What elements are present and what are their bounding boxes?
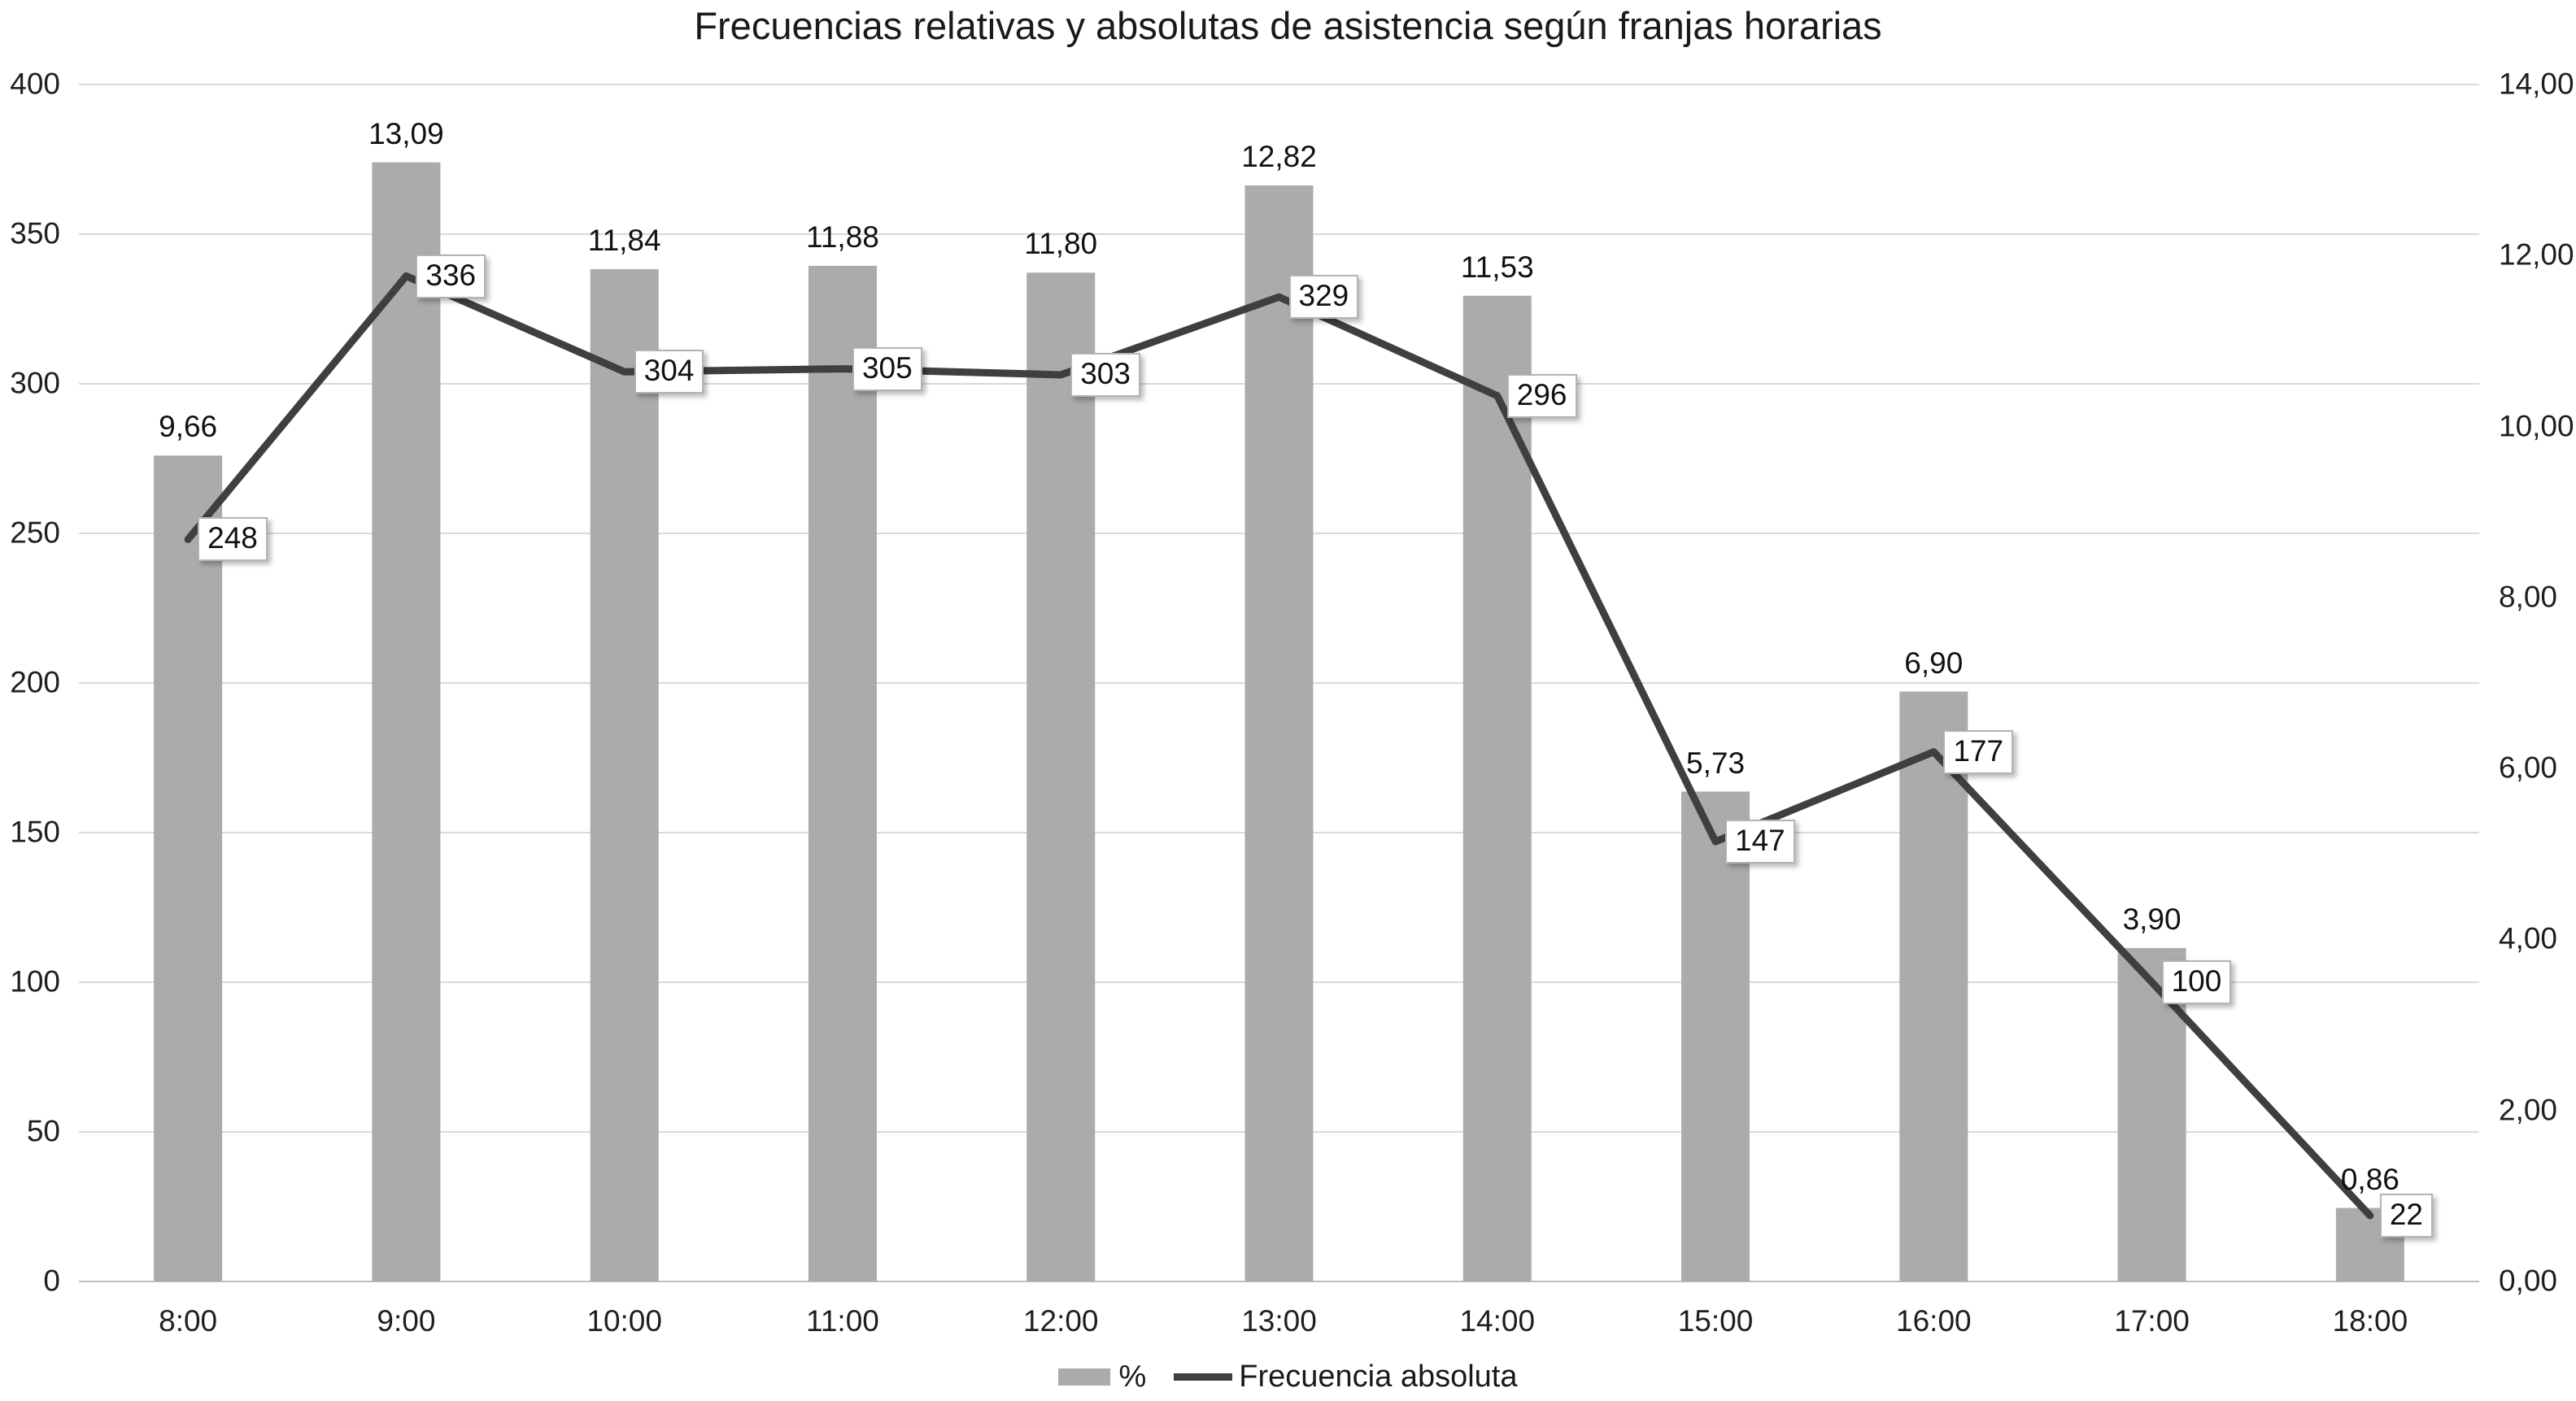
x-axis-label: 11:00 bbox=[806, 1304, 879, 1338]
bar-series-swatch-icon bbox=[1058, 1368, 1111, 1386]
line-point-label: 305 bbox=[852, 346, 922, 391]
x-axis-label: 13:00 bbox=[1241, 1304, 1317, 1338]
axis-tick-label-left: 400 bbox=[10, 67, 60, 101]
line-point-label: 248 bbox=[198, 517, 268, 562]
axis-tick-label-left: 150 bbox=[10, 815, 60, 849]
bar-value-label: 12,82 bbox=[1241, 140, 1317, 174]
bar-value-label: 5,73 bbox=[1686, 746, 1746, 780]
bar-value-label: 9,66 bbox=[159, 410, 218, 444]
bar-15:00 bbox=[1681, 791, 1750, 1281]
line-point-label: 177 bbox=[1943, 729, 2014, 774]
chart-legend: % Frecuencia absoluta bbox=[0, 1360, 2576, 1394]
x-axis-label: 8:00 bbox=[159, 1304, 218, 1338]
line-series-swatch-icon bbox=[1174, 1373, 1233, 1381]
bar-value-label: 3,90 bbox=[2122, 902, 2182, 936]
x-axis-label: 12:00 bbox=[1022, 1304, 1099, 1338]
bar-value-label: 6,90 bbox=[1904, 646, 1964, 680]
bar-10:00 bbox=[590, 269, 659, 1281]
bar-value-label: 11,84 bbox=[587, 224, 661, 258]
line-point-label: 296 bbox=[1506, 373, 1577, 418]
line-point-label: 303 bbox=[1070, 352, 1140, 397]
legend-label-percent: % bbox=[1118, 1360, 1147, 1394]
legend-item-percent: % bbox=[1058, 1360, 1146, 1394]
axis-tick-label-left: 200 bbox=[10, 665, 60, 699]
axis-tick-label-left: 250 bbox=[10, 516, 60, 550]
bar-value-label: 11,53 bbox=[1460, 250, 1534, 284]
line-point-label: 304 bbox=[634, 350, 704, 394]
axis-tick-label-left: 100 bbox=[10, 964, 60, 999]
axis-tick-label-left: 350 bbox=[10, 216, 60, 250]
bar-value-label: 11,88 bbox=[806, 220, 879, 254]
x-axis-label: 14:00 bbox=[1459, 1304, 1536, 1338]
x-axis-label: 17:00 bbox=[2114, 1304, 2190, 1338]
line-series bbox=[184, 272, 2374, 1220]
bar-14:00 bbox=[1462, 295, 1532, 1281]
axis-tick-label-right: 2,00 bbox=[2499, 1093, 2558, 1127]
legend-item-frecuencia-absoluta: Frecuencia absoluta bbox=[1146, 1360, 1518, 1394]
bar-16:00 bbox=[1899, 691, 1968, 1281]
line-point-label: 100 bbox=[2161, 960, 2232, 1004]
line-point-label: 22 bbox=[2379, 1194, 2434, 1238]
x-axis-label: 18:00 bbox=[2332, 1304, 2408, 1338]
bar-value-label: 13,09 bbox=[368, 116, 444, 150]
bar-value-label: 11,80 bbox=[1024, 227, 1098, 261]
axis-tick-label-right: 0,00 bbox=[2499, 1264, 2558, 1298]
x-axis-label: 16:00 bbox=[1896, 1304, 1972, 1338]
axis-tick-label-right: 14,00 bbox=[2499, 67, 2574, 101]
bar-9:00 bbox=[372, 162, 441, 1282]
bar-8:00 bbox=[154, 455, 223, 1281]
line-point-label: 147 bbox=[1725, 820, 1795, 864]
axis-tick-label-right: 8,00 bbox=[2499, 580, 2558, 614]
chart-title: Frecuencias relativas y absolutas de asi… bbox=[694, 4, 1882, 47]
x-axis-label: 15:00 bbox=[1677, 1304, 1754, 1338]
bar-11:00 bbox=[808, 265, 877, 1282]
line-point-label: 329 bbox=[1288, 275, 1359, 320]
axis-tick-label-left: 0 bbox=[43, 1264, 60, 1298]
axis-tick-label-left: 300 bbox=[10, 366, 60, 400]
legend-label-frecuencia-absoluta: Frecuencia absoluta bbox=[1239, 1360, 1518, 1394]
bar-12:00 bbox=[1026, 272, 1096, 1281]
axis-tick-label-right: 6,00 bbox=[2499, 751, 2558, 785]
axis-tick-label-left: 50 bbox=[26, 1114, 60, 1148]
bar-value-label: 0,86 bbox=[2340, 1162, 2399, 1196]
bar-13:00 bbox=[1244, 185, 1314, 1281]
axis-tick-label-right: 10,00 bbox=[2499, 409, 2574, 443]
axis-tick-label-right: 4,00 bbox=[2499, 922, 2558, 956]
axis-tick-label-right: 12,00 bbox=[2499, 237, 2574, 272]
x-axis-label: 10:00 bbox=[586, 1304, 662, 1338]
x-axis-label: 9:00 bbox=[377, 1304, 436, 1338]
line-point-label: 336 bbox=[416, 254, 486, 298]
